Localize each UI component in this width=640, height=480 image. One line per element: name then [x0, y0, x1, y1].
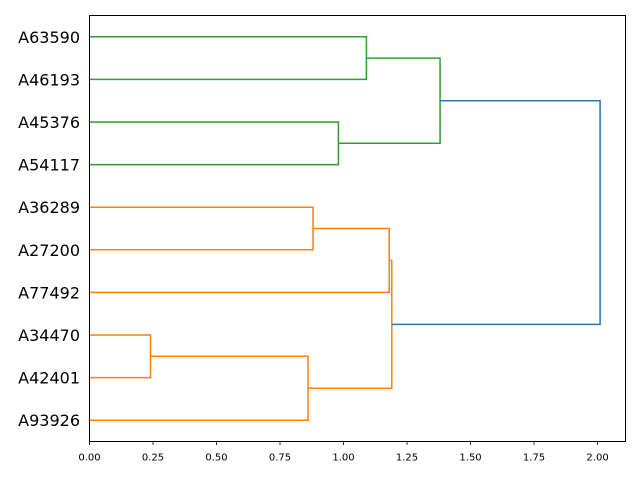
- leaf-label: A27200: [18, 241, 80, 260]
- x-tick-label: 0.00: [78, 453, 100, 464]
- dendrogram-link: [307, 259, 393, 389]
- x-tick-label: 0.50: [205, 453, 227, 464]
- dendrogram-link: [89, 334, 152, 379]
- x-tick-label: 0.75: [269, 453, 291, 464]
- x-tick-label: 1.00: [332, 453, 354, 464]
- leaf-label: A46193: [18, 70, 80, 89]
- leaf-label: A45376: [18, 113, 80, 132]
- leaf-label: A42401: [18, 369, 80, 388]
- dendrogram-link: [89, 36, 368, 81]
- x-tick-label: 2.00: [586, 453, 608, 464]
- plot-frame: [89, 15, 626, 442]
- leaf-label: A54117: [18, 156, 80, 175]
- dendrogram-link: [89, 227, 391, 294]
- leaf-label: A93926: [18, 411, 80, 430]
- leaf-label: A63590: [18, 28, 80, 47]
- leaf-label: A77492: [18, 283, 80, 302]
- leaf-label: A34470: [18, 326, 80, 345]
- leaf-labels: A63590 A46193 A45376 A54117 A36289 A27200 A774…: [18, 28, 80, 430]
- x-tick-label: 1.50: [459, 453, 481, 464]
- x-tick-label: 0.25: [142, 453, 164, 464]
- x-tick-label: 1.25: [396, 453, 418, 464]
- leaf-label: A36289: [18, 198, 80, 217]
- x-tick-label: 1.75: [523, 453, 545, 464]
- dendrogram-link: [391, 99, 601, 326]
- dendrogram-link: [89, 355, 309, 421]
- dendrogram-link: [89, 206, 314, 251]
- dendrogram-link: [89, 121, 340, 166]
- x-axis-ticks: 0.00 0.25 0.50 0.75 1.00 1.25 1.50 1.75 2.00: [78, 441, 609, 464]
- links: [89, 36, 601, 421]
- dendrogram-link: [338, 57, 441, 145]
